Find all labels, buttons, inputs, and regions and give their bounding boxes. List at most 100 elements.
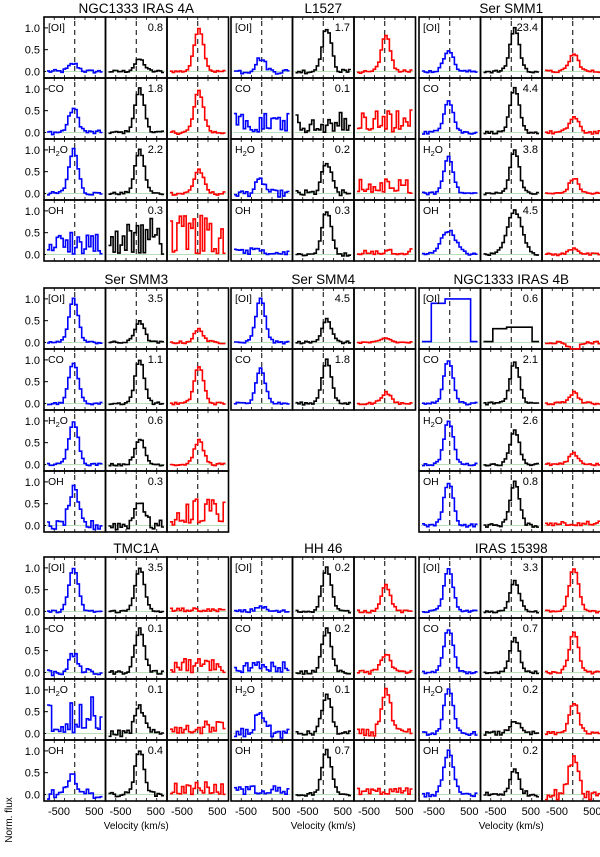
y-tick-label: 1.0 xyxy=(25,294,40,306)
flux-ratio-label: 4.5 xyxy=(523,205,538,217)
y-tick-label: 0.0 xyxy=(25,66,40,78)
blue-component-profile xyxy=(422,155,478,196)
y-tick-label: 1.0 xyxy=(25,563,40,575)
flux-ratio-label: 2.2 xyxy=(148,144,163,156)
red-component-profile xyxy=(170,438,226,467)
red-component-profile xyxy=(545,451,600,467)
y-tick-label: 1.0 xyxy=(25,477,40,489)
flux-ratio-label: 0.7 xyxy=(523,623,538,635)
panel-frame xyxy=(541,409,600,472)
blue-component-profile xyxy=(234,661,290,674)
red-component-profile xyxy=(170,327,226,345)
red-component-profile xyxy=(170,781,226,796)
broad-component-profile xyxy=(295,358,351,406)
y-tick-label: 0.5 xyxy=(25,585,40,597)
y-tick-label: 0.5 xyxy=(25,377,40,389)
species-label: CO xyxy=(48,623,64,635)
broad-component-profile xyxy=(295,693,351,736)
broad-component-profile xyxy=(108,502,164,531)
species-label: OH xyxy=(423,745,439,757)
blue-component-profile xyxy=(422,420,478,467)
y-tick-label: 0.0 xyxy=(25,127,40,139)
red-component-profile xyxy=(170,720,226,735)
flux-ratio-label: 0.2 xyxy=(523,745,538,757)
species-label: [OI] xyxy=(235,562,252,574)
y-tick-label: 0.5 xyxy=(25,438,40,450)
blue-component-profile xyxy=(47,297,103,345)
red-component-profile xyxy=(545,247,600,257)
x-tick-label: 500 xyxy=(147,806,165,818)
broad-component-profile xyxy=(108,217,164,255)
species-label: OH xyxy=(48,745,64,757)
broad-component-profile xyxy=(483,326,539,343)
source-title: NGC1333 IRAS 4A xyxy=(78,1,194,16)
red-component-profile xyxy=(170,658,226,674)
species-label: OH xyxy=(235,205,251,217)
flux-ratio-label: 2.1 xyxy=(523,354,538,366)
x-tick-label: -500 xyxy=(485,806,507,818)
species-label: [OI] xyxy=(423,293,440,305)
species-label: H2O xyxy=(48,415,68,429)
species-label: OH xyxy=(48,476,64,488)
y-tick-label: 0.5 xyxy=(25,228,40,240)
red-component-profile xyxy=(545,703,600,736)
flux-ratio-label: 4.4 xyxy=(523,83,538,95)
y-tick-label: 0.0 xyxy=(25,728,40,740)
flux-ratio-label: 1.8 xyxy=(335,354,350,366)
broad-component-profile xyxy=(108,704,164,738)
species-label: [OI] xyxy=(423,562,440,574)
species-label: OH xyxy=(235,745,251,757)
flux-ratio-label: 2.6 xyxy=(523,415,538,427)
broad-component-profile xyxy=(295,28,351,75)
flux-ratio-label: 0.1 xyxy=(335,684,350,696)
broad-component-profile xyxy=(108,320,164,344)
y-tick-label: 0.0 xyxy=(25,249,40,261)
broad-component-profile xyxy=(483,636,539,675)
red-component-profile xyxy=(357,178,413,194)
broad-component-profile xyxy=(108,567,164,614)
y-tick-label: 1.0 xyxy=(25,206,40,218)
species-label: CO xyxy=(235,83,251,95)
broad-component-profile xyxy=(483,721,539,736)
y-tick-label: 0.5 xyxy=(25,316,40,328)
species-label: OH xyxy=(423,205,439,217)
species-label: [OI] xyxy=(48,293,65,305)
x-tick-label: -500 xyxy=(423,806,445,818)
blue-component-profile xyxy=(47,231,103,255)
flux-ratio-label: 0.1 xyxy=(148,623,163,635)
flux-ratio-label: 0.8 xyxy=(148,22,163,34)
blue-component-profile xyxy=(234,785,290,795)
blue-component-profile xyxy=(422,568,478,614)
broad-component-profile xyxy=(295,566,351,614)
y-tick-label: 1.0 xyxy=(25,355,40,367)
blue-component-profile xyxy=(422,482,478,528)
red-component-profile xyxy=(357,34,413,74)
flux-ratio-label: 0.8 xyxy=(523,476,538,488)
flux-ratio-label: 3.3 xyxy=(523,562,538,574)
panel-frame xyxy=(541,199,600,262)
y-tick-label: 0.0 xyxy=(25,459,40,471)
panel-frame xyxy=(541,348,600,411)
blue-component-profile xyxy=(47,696,103,734)
blue-component-profile xyxy=(47,62,103,74)
blue-component-profile xyxy=(47,147,103,196)
y-tick-label: 0.5 xyxy=(25,45,40,57)
species-label: OH xyxy=(423,476,439,488)
blue-component-profile xyxy=(47,652,103,677)
y-tick-label: 0.5 xyxy=(25,499,40,511)
species-label: CO xyxy=(423,623,439,635)
flux-ratio-label: 0.6 xyxy=(523,293,538,305)
source-title: NGC1333 IRAS 4B xyxy=(453,272,569,287)
red-component-profile xyxy=(545,568,600,614)
blue-component-profile xyxy=(47,484,103,531)
blue-component-profile xyxy=(234,177,290,198)
source-title: L1527 xyxy=(304,1,342,16)
species-label: H2O xyxy=(235,684,255,698)
broad-component-profile xyxy=(108,750,164,798)
blue-component-profile xyxy=(47,107,103,136)
broad-component-profile xyxy=(108,148,164,196)
y-tick-label: 0.5 xyxy=(25,646,40,658)
flux-ratio-label: 0.4 xyxy=(148,745,163,757)
flux-ratio-label: 1.1 xyxy=(148,354,163,366)
